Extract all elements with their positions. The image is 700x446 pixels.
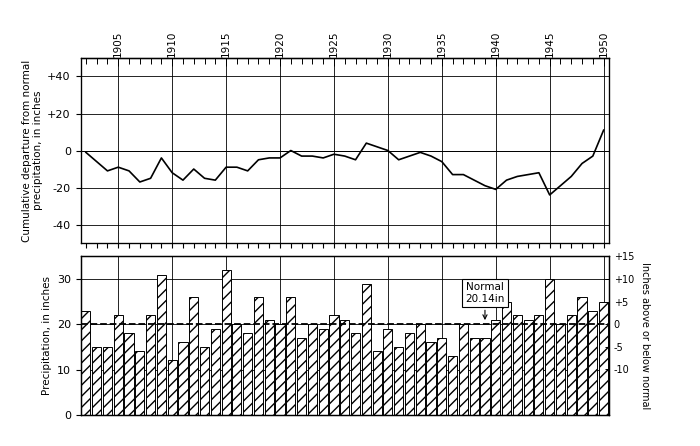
Bar [254,297,263,415]
Bar [200,347,209,415]
Bar [243,333,252,415]
Bar [318,329,328,415]
Bar [556,324,565,415]
Bar [113,315,122,415]
Bar [286,297,295,415]
Bar [426,343,435,415]
Bar [221,270,231,415]
Bar [157,275,166,415]
Bar [125,333,134,415]
Text: Normal
20.14in: Normal 20.14in [466,282,505,319]
Bar [438,338,447,415]
Bar [470,338,479,415]
Y-axis label: Inches above or below normal: Inches above or below normal [640,262,650,409]
Bar [103,347,112,415]
Bar [92,347,102,415]
Bar [276,324,285,415]
Bar [232,324,241,415]
Bar [189,297,198,415]
Bar [330,315,339,415]
Bar [340,320,349,415]
Bar [524,320,533,415]
Bar [351,333,360,415]
Bar [308,324,317,415]
Bar [146,315,155,415]
Bar [178,343,188,415]
Bar [405,333,414,415]
Bar [567,315,576,415]
Bar [458,324,468,415]
Bar [211,329,220,415]
Bar [384,329,393,415]
Bar [578,297,587,415]
Bar [297,338,306,415]
Bar [512,315,522,415]
Bar [448,356,457,415]
Bar [167,360,177,415]
Y-axis label: Cumulative departure from normal
precipitation, in inches: Cumulative departure from normal precipi… [22,59,43,242]
Bar [265,320,274,415]
Bar [135,351,144,415]
Bar [394,347,403,415]
Bar [588,311,597,415]
Bar [534,315,543,415]
Y-axis label: Precipitation, in inches: Precipitation, in inches [43,276,52,395]
Bar [372,351,382,415]
Bar [416,324,425,415]
Bar [599,301,608,415]
Bar [491,320,500,415]
Bar [502,301,511,415]
Bar [81,311,90,415]
Bar [480,338,489,415]
Bar [362,284,371,415]
Bar [545,279,554,415]
